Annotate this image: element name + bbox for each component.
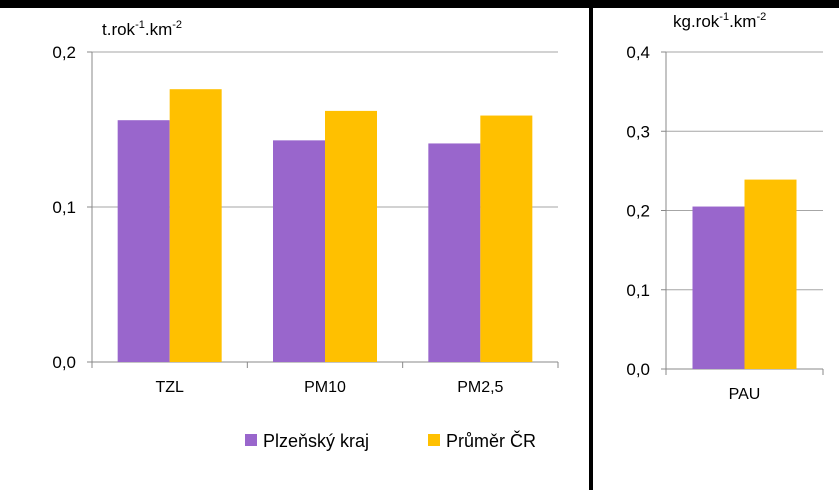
right-chart: 0,0 0,1 0,2 0,3 0,4 PAU	[626, 43, 824, 403]
left-bar-tzl-s1	[169, 89, 222, 362]
left-category-label: PM10	[304, 379, 346, 396]
right-unit-sup2: -2	[756, 11, 766, 23]
right-unit-mid: .km	[729, 12, 756, 31]
right-unit-base: kg.rok	[673, 12, 720, 31]
left-ytick-label: 0,0	[52, 353, 76, 372]
panel-divider	[589, 0, 593, 490]
legend-swatch-prumer	[428, 434, 440, 446]
left-chart: 0,0 0,1 0,2 TZL PM10 PM2,5	[52, 43, 559, 396]
legend-label-plzensky: Plzeňský kraj	[263, 431, 369, 451]
left-unit-sup2: -2	[172, 19, 182, 31]
left-bar-pm10-s1	[325, 110, 377, 363]
right-bar-pau-s0	[692, 206, 745, 369]
right-ytick-label: 0,4	[626, 43, 650, 62]
legend-swatch-plzensky	[245, 434, 257, 446]
left-bar-pm25-s1	[480, 115, 533, 362]
top-border	[0, 0, 839, 8]
legend-label-prumer: Průměr ČR	[446, 430, 536, 451]
left-bar-pm10-s0	[273, 140, 325, 362]
left-ytick-label: 0,1	[52, 198, 76, 217]
left-bar-tzl-s0	[117, 120, 170, 362]
left-bar-pm25-s0	[428, 143, 481, 362]
left-unit-label: t.rok-1.km-2	[102, 19, 182, 39]
right-ytick-label: 0,1	[626, 281, 650, 300]
legend: Plzeňský kraj Průměr ČR	[245, 430, 536, 451]
right-category-label: PAU	[729, 386, 761, 403]
right-unit-sup1: -1	[719, 11, 729, 23]
left-unit-base: t.rok	[102, 20, 136, 39]
left-unit-mid: .km	[145, 20, 172, 39]
right-ytick-label: 0,2	[626, 202, 650, 221]
left-unit-sup1: -1	[135, 19, 145, 31]
left-ytick-label: 0,2	[52, 43, 76, 62]
left-category-label: TZL	[155, 379, 184, 396]
right-unit-label: kg.rok-1.km-2	[673, 11, 766, 31]
right-ytick-label: 0,0	[626, 360, 650, 379]
right-ytick-label: 0,3	[626, 122, 650, 141]
right-bar-pau-s1	[744, 179, 797, 369]
left-category-label: PM2,5	[457, 379, 503, 396]
